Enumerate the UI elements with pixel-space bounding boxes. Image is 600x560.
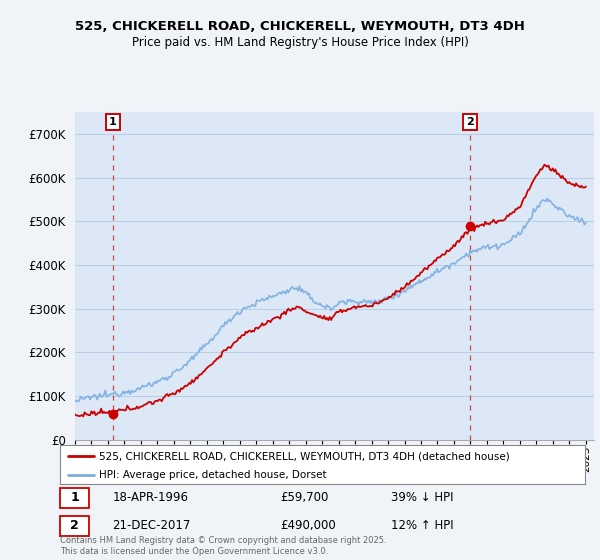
Text: Contains HM Land Registry data © Crown copyright and database right 2025.
This d: Contains HM Land Registry data © Crown c… [60,536,386,556]
Text: 21-DEC-2017: 21-DEC-2017 [113,519,191,532]
Text: £59,700: £59,700 [281,491,329,504]
Text: HPI: Average price, detached house, Dorset: HPI: Average price, detached house, Dors… [100,470,327,479]
Text: 2: 2 [70,519,79,532]
FancyBboxPatch shape [60,516,89,535]
Text: 1: 1 [109,117,116,127]
Text: 18-APR-1996: 18-APR-1996 [113,491,188,504]
Text: £490,000: £490,000 [281,519,336,532]
Text: 2: 2 [466,117,474,127]
Text: 525, CHICKERELL ROAD, CHICKERELL, WEYMOUTH, DT3 4DH (detached house): 525, CHICKERELL ROAD, CHICKERELL, WEYMOU… [100,451,510,461]
Text: 1: 1 [70,491,79,504]
Text: 39% ↓ HPI: 39% ↓ HPI [391,491,453,504]
Text: 525, CHICKERELL ROAD, CHICKERELL, WEYMOUTH, DT3 4DH: 525, CHICKERELL ROAD, CHICKERELL, WEYMOU… [75,20,525,32]
FancyBboxPatch shape [60,488,89,507]
Text: Price paid vs. HM Land Registry's House Price Index (HPI): Price paid vs. HM Land Registry's House … [131,36,469,49]
Text: 12% ↑ HPI: 12% ↑ HPI [391,519,454,532]
